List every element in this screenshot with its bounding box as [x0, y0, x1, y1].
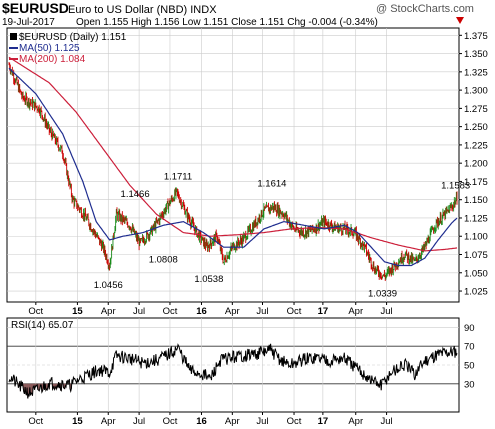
price-y-tick-label: 1.225	[464, 140, 488, 151]
rsi-axis: 30 50 70 90	[464, 323, 475, 390]
rsi-x-tick-label: Jul	[256, 416, 268, 427]
rsi-y-tick-label: 50	[464, 361, 475, 372]
price-y-tick-label: 1.100	[464, 232, 488, 243]
rsi-y-tick-label: 30	[464, 379, 475, 390]
legend-ma200: MA(200) 1.084	[19, 54, 86, 65]
price-y-tick-label: 1.350	[464, 49, 488, 60]
price-x-tick-label: 17	[318, 306, 329, 317]
rsi-x-tick-label: Apr	[225, 416, 240, 427]
symbol-description: Euro to US Dollar (NBD) INDX	[68, 4, 217, 16]
price-y-tick-label: 1.075	[464, 250, 488, 261]
price-x-tick-label: Apr	[101, 306, 116, 317]
price-y-tick-label: 1.250	[464, 122, 488, 133]
price-y-tick-label: 1.150	[464, 195, 488, 206]
rsi-x-tick-label: Jul	[133, 416, 145, 427]
price-y-tick-label: 1.275	[464, 104, 488, 115]
quote-line: Open 1.155 High 1.156 Low 1.151 Close 1.…	[76, 17, 378, 28]
price-panel	[6, 27, 460, 303]
price-annotation: 1.1466	[121, 189, 150, 200]
price-x-tick-label: Oct	[28, 306, 43, 317]
price-y-tick-label: 1.200	[464, 159, 488, 170]
price-annotation: 1.1583	[441, 181, 470, 192]
price-annotation: 1.1711	[164, 171, 192, 182]
rsi-gridlines	[7, 318, 459, 412]
price-y-tick-label: 1.375	[464, 31, 488, 42]
price-annotations: 1.0456 1.1466 1.0808 1.1711 1.0538 1.1614 1.03…	[94, 171, 470, 299]
rsi-y-tick-label: 70	[464, 342, 475, 353]
rsi-y-tick-label: 90	[464, 323, 475, 334]
legend-price-swatch	[10, 33, 17, 40]
down-arrow-icon	[456, 17, 464, 24]
price-y-tick-label: 1.025	[464, 287, 488, 298]
legend: $EURUSD (Daily) 1.151 MA(50) 1.125 MA(20…	[9, 32, 127, 65]
price-y-tick-label: 1.125	[464, 213, 488, 224]
rsi-label: RSI(14) 65.07	[11, 320, 74, 331]
rsi-x-tick-label: Oct	[163, 416, 178, 427]
ma50-line	[8, 67, 458, 267]
price-annotation: 1.0538	[194, 274, 223, 285]
price-x-tick-label: Apr	[225, 306, 240, 317]
symbol-title: $EURUSD	[2, 0, 69, 16]
copyright-text: @ StockCharts.com	[376, 3, 474, 15]
chart-date: 19-Jul-2017	[2, 17, 55, 28]
price-y-tick-label: 1.050	[464, 268, 488, 279]
legend-price: $EURUSD (Daily) 1.151	[19, 32, 127, 43]
rsi-x-tick-label: Oct	[28, 416, 43, 427]
price-gridlines	[7, 28, 459, 302]
price-x-tick-label: Jul	[381, 306, 393, 317]
price-y-tick-label: 1.300	[464, 86, 488, 97]
price-y-tick-label: 1.175	[464, 177, 488, 188]
price-annotation: 1.1614	[257, 178, 286, 189]
price-axis: 1.025 1.050 1.075 1.100 1.125 1.150 1.175 1.200…	[459, 31, 488, 298]
price-x-tick-label: Jul	[256, 306, 268, 317]
price-x-tick-label: Apr	[348, 306, 363, 317]
price-bars	[8, 62, 458, 282]
rsi-x-tick-label: 15	[72, 416, 83, 427]
price-x-axis: Oct 15 Apr Jul Oct 16 Apr Jul Oct 17 Apr Jul	[28, 302, 393, 317]
ma200-line	[8, 56, 458, 252]
price-annotation: 1.0456	[94, 280, 123, 291]
legend-ma50: MA(50) 1.125	[19, 43, 80, 54]
price-annotation: 1.0339	[368, 289, 397, 300]
price-y-tick-label: 1.325	[464, 67, 488, 78]
rsi-x-tick-label: Oct	[287, 416, 302, 427]
rsi-line	[8, 343, 458, 399]
price-x-tick-label: 15	[72, 306, 83, 317]
price-annotation: 1.0808	[149, 254, 178, 265]
price-x-tick-label: Jul	[133, 306, 145, 317]
price-x-tick-label: Oct	[163, 306, 178, 317]
price-x-tick-label: Oct	[287, 306, 302, 317]
rsi-x-tick-label: Apr	[348, 416, 363, 427]
rsi-x-axis: Oct 15 Apr Jul Oct 16 Apr Jul Oct 17 Apr Jul	[28, 412, 393, 427]
rsi-x-tick-label: 16	[196, 416, 207, 427]
rsi-x-tick-label: Jul	[381, 416, 393, 427]
price-x-tick-label: 16	[196, 306, 207, 317]
rsi-x-tick-label: 17	[318, 416, 329, 427]
rsi-x-tick-label: Apr	[101, 416, 116, 427]
